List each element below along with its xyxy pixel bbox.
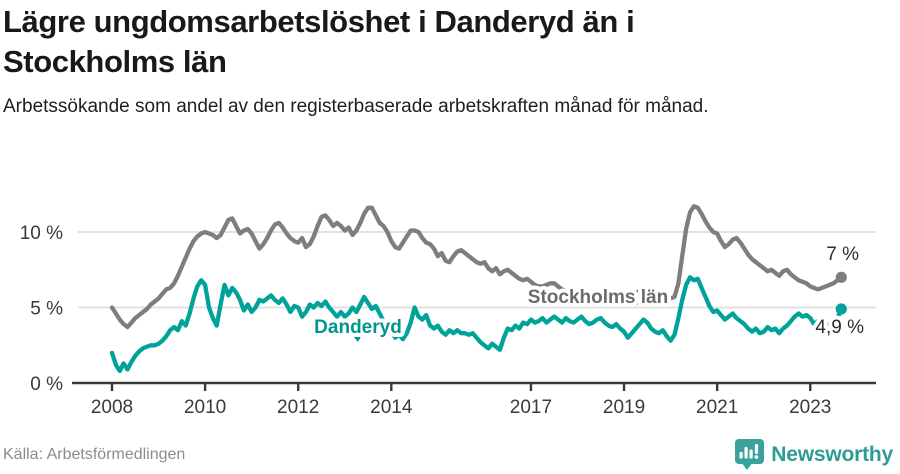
series-label-arrowhead [629, 299, 636, 306]
logo-exclamation-dot [754, 455, 759, 459]
newsworthy-wordmark: Newsworthy [771, 442, 893, 466]
logo-bar-short [739, 452, 743, 459]
x-tick-label-2017: 2017 [510, 397, 552, 418]
chart-line-stockholms-lan [109, 204, 844, 330]
end-value-label-danderyd: 4,9 % [815, 317, 864, 338]
x-tick-label-2010: 2010 [184, 397, 226, 418]
x-tick-label-2021: 2021 [696, 397, 738, 418]
newsworthy-logo-icon [735, 439, 765, 470]
end-value-label-stockholms-lan: 7 % [826, 244, 859, 265]
page-subtitle: Arbetssökande som andel av den registerb… [3, 96, 709, 117]
y-tick-label-10: 10 % [20, 223, 63, 244]
x-tick-label-2023: 2023 [789, 397, 831, 418]
logo-bar-medium [749, 449, 753, 459]
x-tick-label-2008: 2008 [91, 397, 133, 418]
newsworthy-logo: Newsworthy [734, 438, 893, 471]
page-title: Lägre ungdomsarbetslöshet i Danderyd än … [3, 4, 635, 79]
unemployment-line-chart: 2008 2010 2012 2014 2017 2019 2021 2023 0 % 5 % 10… [0, 163, 900, 433]
end-dot-stockholms-lan [835, 271, 847, 283]
logo-bar-tall [744, 447, 748, 459]
chart-line-danderyd [109, 275, 844, 374]
series-label-arrowhead [353, 335, 360, 342]
x-tick-label-2012: 2012 [277, 397, 319, 418]
x-tick-label-2019: 2019 [603, 397, 645, 418]
x-tick-label-2014: 2014 [370, 397, 413, 418]
logo-exclamation-stem [755, 444, 759, 454]
y-tick-label-5: 5 % [30, 299, 63, 320]
y-tick-label-0: 0 % [30, 374, 63, 395]
end-dot-danderyd [835, 303, 847, 315]
series-label-stockholms-lan: Stockholms län [528, 287, 668, 308]
source-note: Källa: Arbetsförmedlingen [3, 446, 186, 463]
chart-canvas: 2008 2010 2012 2014 2017 2019 2021 2023 0 % 5 % 10… [20, 204, 876, 418]
series-label-danderyd: Danderyd [314, 317, 402, 338]
